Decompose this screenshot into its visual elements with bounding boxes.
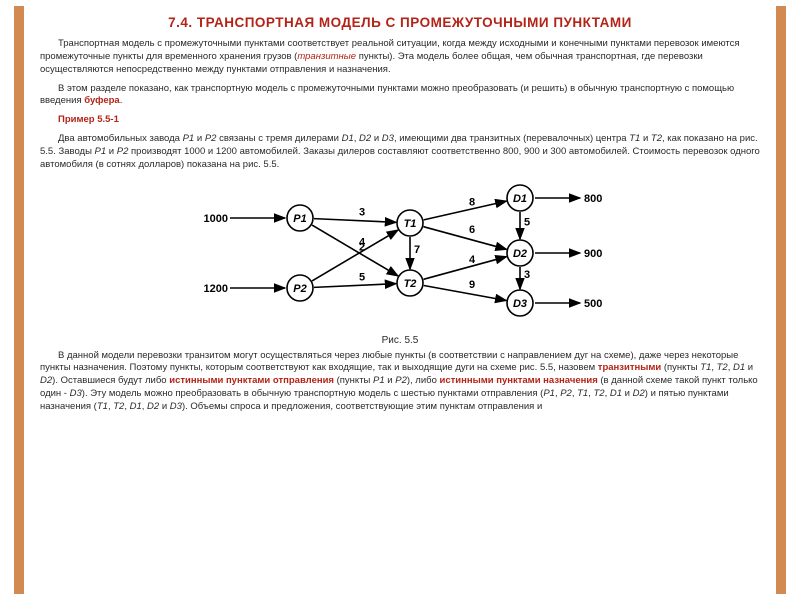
var: P2 bbox=[117, 146, 129, 157]
var: D2 bbox=[147, 401, 159, 412]
var: D3 bbox=[70, 388, 82, 399]
var: T1 bbox=[577, 388, 588, 399]
svg-text:5: 5 bbox=[359, 271, 365, 283]
page-frame: 7.4. ТРАНСПОРТНАЯ МОДЕЛЬ С ПРОМЕЖУТОЧНЫМ… bbox=[14, 6, 786, 594]
var: T2 bbox=[651, 133, 662, 144]
text: производят 1000 и 1200 автомобилей. Зака… bbox=[40, 146, 760, 170]
text: , имеющими два транзитных (перевалочных)… bbox=[394, 133, 629, 144]
text: . bbox=[120, 95, 123, 106]
svg-text:D2: D2 bbox=[513, 248, 527, 260]
var: D1 bbox=[342, 133, 354, 144]
var: T2 bbox=[594, 388, 605, 399]
text: и bbox=[622, 388, 633, 399]
var: D2 bbox=[359, 133, 371, 144]
example-label: Пример 5.5-1 bbox=[40, 114, 760, 127]
term-true-origin: истинными пунктами отправления bbox=[169, 375, 334, 386]
svg-text:5: 5 bbox=[524, 216, 530, 228]
var: T1 bbox=[97, 401, 108, 412]
text: ). Оставшиеся будут либо bbox=[52, 375, 169, 386]
text: ), либо bbox=[407, 375, 440, 386]
text: (пункты bbox=[334, 375, 373, 386]
var: P1 bbox=[373, 375, 385, 386]
var: P2 bbox=[395, 375, 407, 386]
example-number: Пример 5.5-1 bbox=[58, 114, 119, 125]
text: и bbox=[385, 375, 396, 386]
var: D2 bbox=[633, 388, 645, 399]
svg-text:1000: 1000 bbox=[204, 213, 228, 225]
svg-text:900: 900 bbox=[584, 248, 602, 260]
svg-text:1200: 1200 bbox=[204, 283, 228, 295]
svg-text:3: 3 bbox=[359, 206, 365, 218]
svg-text:P2: P2 bbox=[293, 283, 306, 295]
svg-text:3: 3 bbox=[524, 269, 530, 281]
svg-text:T1: T1 bbox=[404, 218, 417, 230]
var: T2 bbox=[717, 362, 728, 373]
var: P1 bbox=[183, 133, 195, 144]
text: Два автомобильных завода bbox=[58, 133, 183, 144]
term-transit: транзитные bbox=[297, 51, 356, 62]
var: P2 bbox=[205, 133, 217, 144]
svg-text:9: 9 bbox=[469, 279, 475, 291]
svg-text:500: 500 bbox=[584, 298, 602, 310]
text: и bbox=[159, 401, 170, 412]
var: D3 bbox=[382, 133, 394, 144]
svg-text:D1: D1 bbox=[513, 193, 527, 205]
svg-text:D3: D3 bbox=[513, 298, 527, 310]
section-title: 7.4. ТРАНСПОРТНАЯ МОДЕЛЬ С ПРОМЕЖУТОЧНЫМ… bbox=[40, 14, 760, 32]
paragraph-2: В этом разделе показано, как транспортну… bbox=[40, 83, 760, 109]
var: P1 bbox=[95, 146, 107, 157]
text: и bbox=[194, 133, 205, 144]
paragraph-1: Транспортная модель с промежуточными пун… bbox=[40, 38, 760, 76]
text: (пункты bbox=[661, 362, 700, 373]
var: D2 bbox=[40, 375, 52, 386]
var: T1 bbox=[700, 362, 711, 373]
network-diagram: 1000120080090050034257864953P1P2T1T2D1D2… bbox=[190, 178, 610, 328]
text: и bbox=[640, 133, 651, 144]
text: ). Эту модель можно преобразовать в обыч… bbox=[82, 388, 544, 399]
svg-text:8: 8 bbox=[469, 196, 475, 208]
svg-text:6: 6 bbox=[469, 224, 475, 236]
paragraph-4: В данной модели перевозки транзитом могу… bbox=[40, 350, 760, 414]
var: D1 bbox=[610, 388, 622, 399]
var: P2 bbox=[560, 388, 572, 399]
term-true-dest: истинными пунктами назначения bbox=[440, 375, 598, 386]
svg-text:T2: T2 bbox=[404, 278, 417, 290]
var: T1 bbox=[629, 133, 640, 144]
text: и bbox=[371, 133, 382, 144]
svg-text:4: 4 bbox=[469, 254, 476, 266]
var: T2 bbox=[113, 401, 124, 412]
term-buffer: буфера bbox=[84, 95, 119, 106]
svg-text:2: 2 bbox=[359, 241, 365, 253]
figure-5-5: 1000120080090050034257864953P1P2T1T2D1D2… bbox=[40, 178, 760, 346]
figure-caption: Рис. 5.5 bbox=[40, 335, 760, 346]
var: P1 bbox=[543, 388, 555, 399]
text: связаны с тремя дилерами bbox=[216, 133, 341, 144]
term-transit2: транзитными bbox=[598, 362, 661, 373]
svg-text:P1: P1 bbox=[293, 213, 306, 225]
var: D1 bbox=[733, 362, 745, 373]
text: и bbox=[106, 146, 117, 157]
paragraph-3: Два автомобильных завода P1 и P2 связаны… bbox=[40, 133, 760, 171]
var: D1 bbox=[130, 401, 142, 412]
var: D3 bbox=[170, 401, 182, 412]
text: и bbox=[745, 362, 753, 373]
text: ). Объемы спроса и предложения, соответс… bbox=[182, 401, 542, 412]
svg-text:7: 7 bbox=[414, 244, 420, 256]
text: В этом разделе показано, как транспортну… bbox=[40, 83, 734, 107]
svg-text:800: 800 bbox=[584, 193, 602, 205]
